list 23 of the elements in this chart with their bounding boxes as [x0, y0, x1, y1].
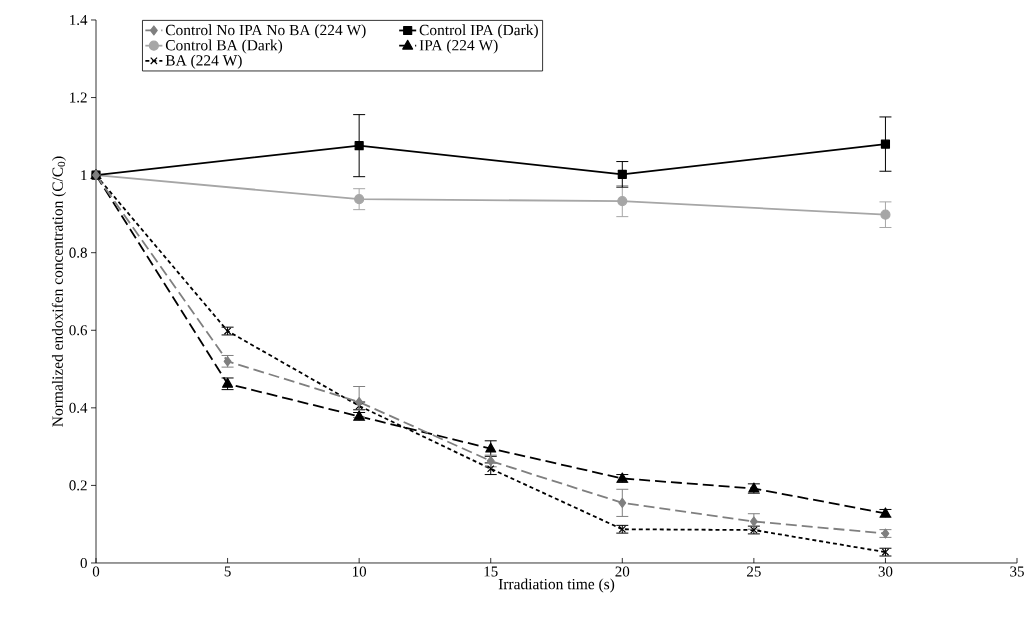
x-tick-label: 35: [1010, 566, 1024, 577]
x-tick-label: 20: [615, 566, 630, 577]
y-tick-label: 1.2: [70, 92, 87, 103]
legend-label: IPA (224 W): [419, 39, 498, 54]
y-tick-label: 1: [81, 170, 87, 181]
x-tick-label: 5: [224, 566, 231, 577]
x-tick-label: 10: [352, 566, 367, 577]
y-tick-label: 0: [80, 557, 87, 569]
x-axis-title: Irradiation time (s): [498, 578, 615, 593]
x-tick-label: 25: [747, 566, 761, 577]
y-tick-label: 0.6: [69, 325, 88, 336]
legend-label: Control BA (Dark): [165, 39, 283, 54]
legend-label: Control No IPA No BA (224 W): [165, 24, 366, 39]
y-tick-label: 0.8: [69, 247, 87, 258]
y-tick-label: 0.4: [69, 402, 88, 413]
legend-label: BA (224 W): [165, 54, 242, 69]
y-axis-title: Normalized endoxifen concentration (C/C$_{0}$): [51, 156, 66, 427]
x-tick-label: 0: [92, 566, 100, 577]
y-tick-label: 0.2: [69, 480, 87, 491]
x-tick-label: 30: [878, 566, 893, 577]
x-tick-label: 15: [484, 566, 498, 577]
y-tick-label: 1.4: [70, 14, 88, 26]
legend-label: Control IPA (Dark): [419, 24, 538, 39]
